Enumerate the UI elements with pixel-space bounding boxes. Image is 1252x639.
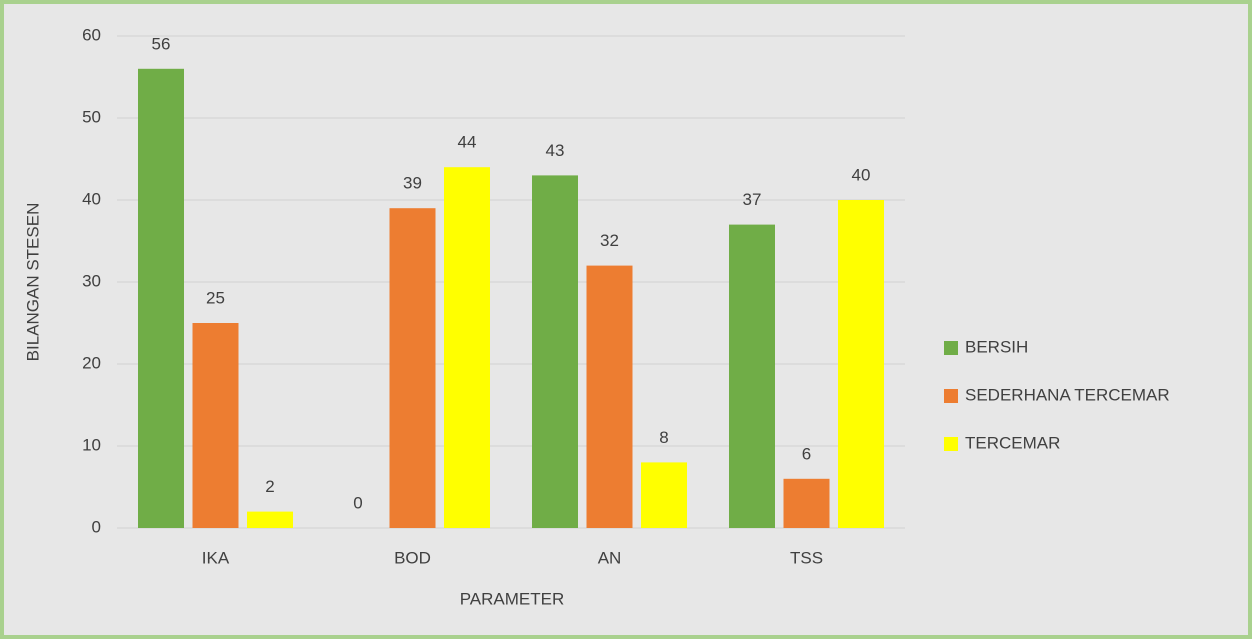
y-tick-label: 50 [82,107,101,126]
legend-swatch [944,437,958,451]
y-tick-label: 30 [82,271,101,290]
bar [138,68,184,529]
y-axis-label: BILANGAN STESEN [23,203,42,362]
legend-label: TERCEMAR [965,433,1060,452]
data-label: 32 [600,231,619,250]
data-label: 8 [659,428,668,447]
bar [641,462,687,528]
x-tick-label: BOD [394,548,431,567]
x-tick-label: TSS [790,548,823,567]
legend-label: SEDERHANA TERCEMAR [965,385,1170,404]
bar [444,167,490,528]
data-label: 44 [458,133,477,152]
data-label: 6 [802,444,811,463]
data-label: 56 [152,34,171,53]
x-axis-label: PARAMETER [460,589,565,608]
x-tick-label: AN [598,548,622,567]
y-tick-label: 60 [82,25,101,44]
legend-swatch [944,389,958,403]
bar [532,175,578,528]
legend-swatch [944,341,958,355]
x-tick-label: IKA [202,548,230,567]
data-label: 37 [743,190,762,209]
y-tick-label: 0 [92,517,101,536]
y-tick-label: 20 [82,353,101,372]
bar [783,478,830,528]
data-label: 0 [353,493,362,512]
y-tick-label: 40 [82,189,101,208]
bar [838,200,884,528]
bar [389,208,436,528]
bar [247,511,293,528]
bar [586,265,633,528]
data-label: 2 [265,477,274,496]
data-label: 39 [403,174,422,193]
data-label: 40 [852,165,871,184]
bar [192,323,239,528]
bar [729,224,775,528]
data-label: 43 [546,141,565,160]
legend-label: BERSIH [965,337,1028,356]
data-label: 25 [206,288,225,307]
y-tick-label: 10 [82,435,101,454]
